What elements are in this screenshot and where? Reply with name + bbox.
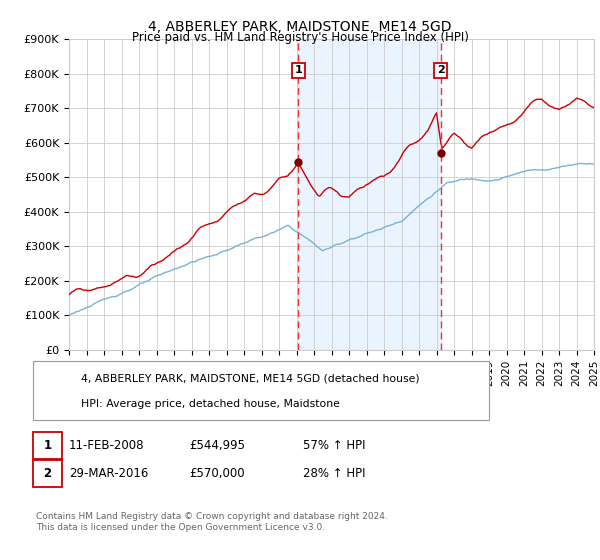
Text: 4, ABBERLEY PARK, MAIDSTONE, ME14 5GD (detached house): 4, ABBERLEY PARK, MAIDSTONE, ME14 5GD (d…	[81, 374, 419, 384]
Text: 1: 1	[295, 66, 302, 75]
Text: Contains HM Land Registry data © Crown copyright and database right 2024.
This d: Contains HM Land Registry data © Crown c…	[36, 512, 388, 532]
Text: 57% ↑ HPI: 57% ↑ HPI	[303, 438, 365, 452]
Text: 11-FEB-2008: 11-FEB-2008	[69, 438, 145, 452]
Text: 2: 2	[43, 466, 52, 480]
Text: £544,995: £544,995	[189, 438, 245, 452]
Text: HPI: Average price, detached house, Maidstone: HPI: Average price, detached house, Maid…	[81, 399, 340, 409]
Text: Price paid vs. HM Land Registry's House Price Index (HPI): Price paid vs. HM Land Registry's House …	[131, 31, 469, 44]
Text: £570,000: £570,000	[189, 466, 245, 480]
Text: 1: 1	[43, 438, 52, 452]
Text: 29-MAR-2016: 29-MAR-2016	[69, 466, 148, 480]
Text: 4, ABBERLEY PARK, MAIDSTONE, ME14 5GD: 4, ABBERLEY PARK, MAIDSTONE, ME14 5GD	[148, 20, 452, 34]
Text: 2: 2	[437, 66, 445, 75]
Text: 28% ↑ HPI: 28% ↑ HPI	[303, 466, 365, 480]
